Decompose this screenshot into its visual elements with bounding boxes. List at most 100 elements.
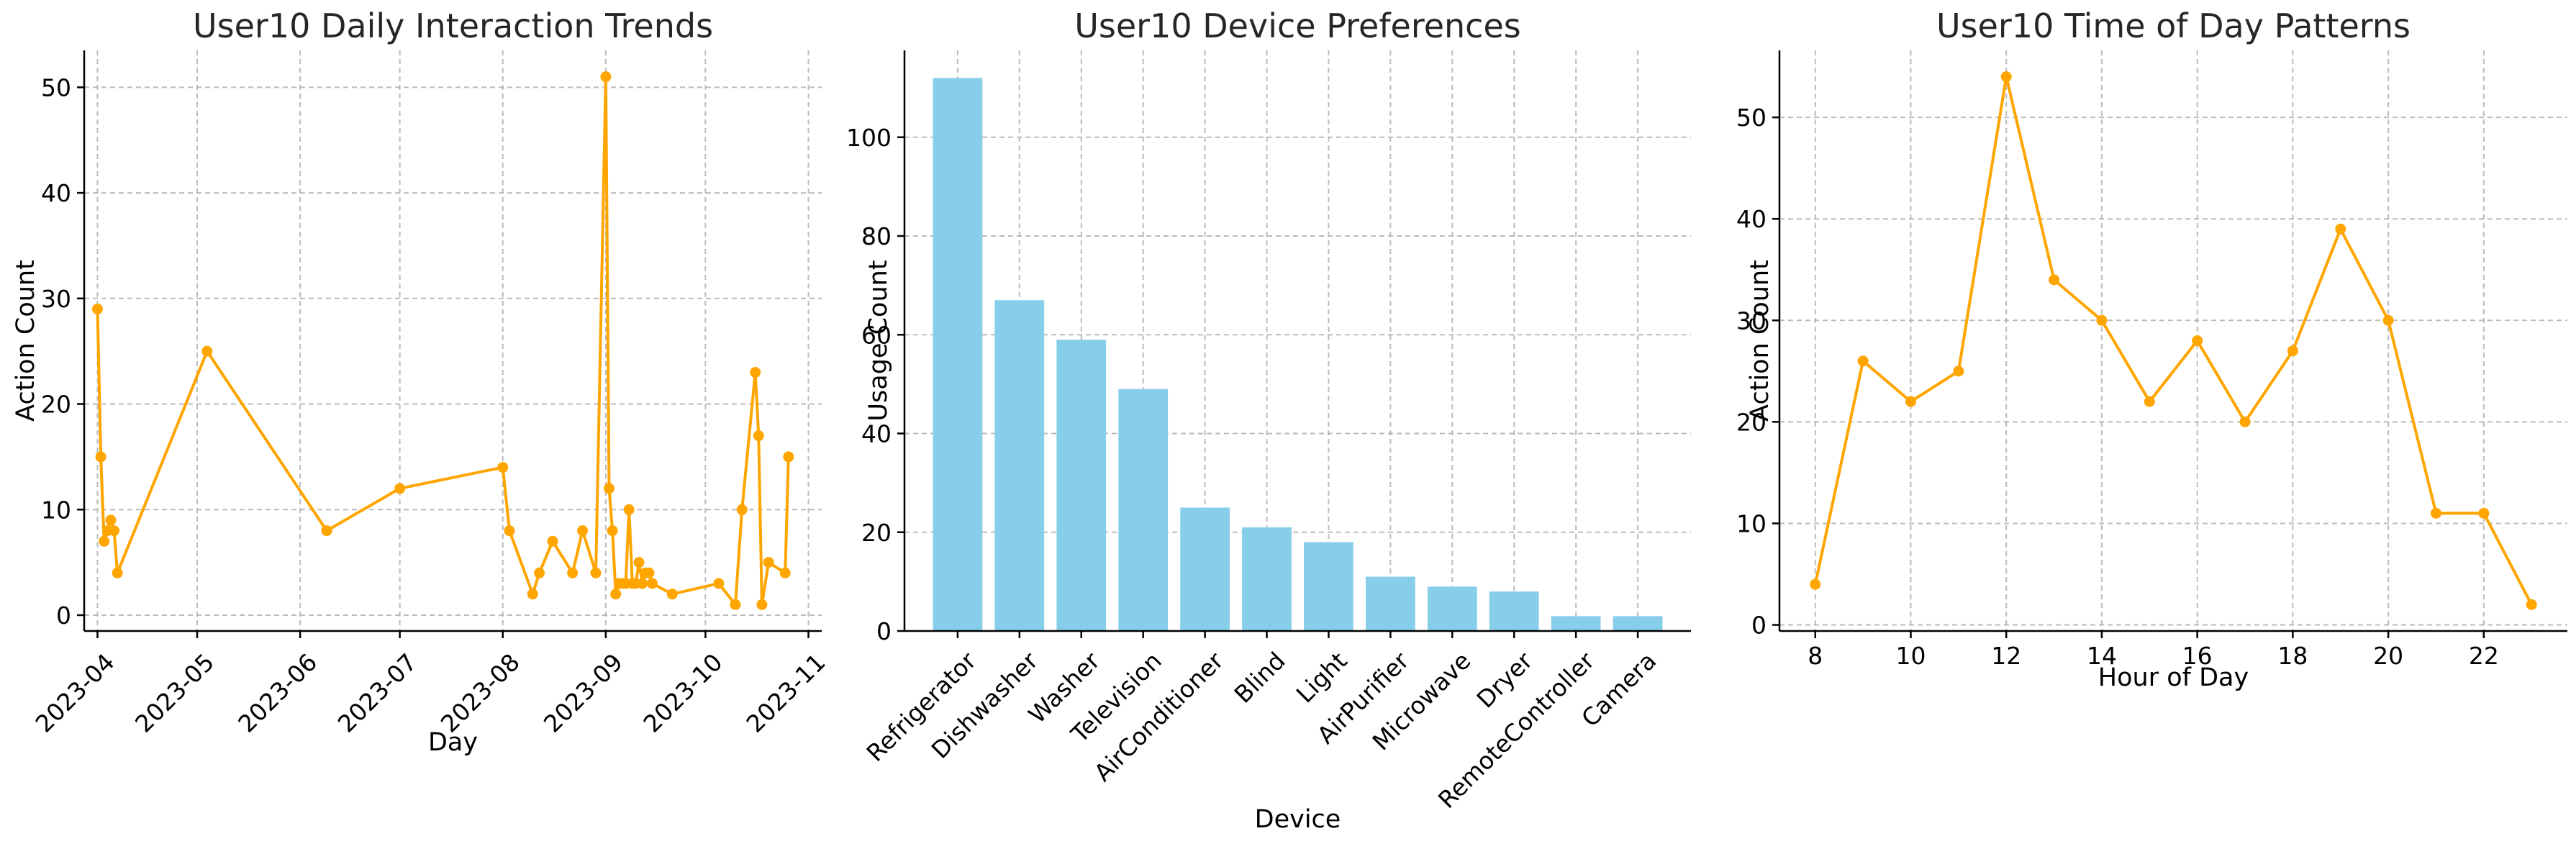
data-point xyxy=(112,567,123,578)
y-tick-label: 50 xyxy=(41,73,71,101)
data-point xyxy=(2431,507,2441,519)
data-point xyxy=(2287,345,2298,357)
chart-title: User10 Daily Interaction Trends xyxy=(193,6,713,45)
data-point xyxy=(1857,355,1869,367)
data-point xyxy=(2144,396,2155,407)
x-tick-label: Blind xyxy=(1229,647,1291,709)
x-tick-label: 2023-04 xyxy=(30,648,120,738)
data-point xyxy=(91,303,103,314)
data-point xyxy=(607,525,618,537)
bar-airconditioner xyxy=(1180,507,1230,631)
x-tick-label: 2023-05 xyxy=(130,648,219,738)
x-tick-label: 14 xyxy=(2087,642,2117,670)
x-tick-label: 2023-06 xyxy=(232,648,322,738)
data-point xyxy=(783,451,794,463)
y-axis-label: Action Count xyxy=(12,260,40,422)
y-tick-label: 10 xyxy=(41,496,71,524)
data-point xyxy=(590,567,602,578)
x-axis-label: Device xyxy=(1255,805,1341,834)
data-point xyxy=(2382,314,2394,326)
data-point xyxy=(643,567,655,578)
data-point xyxy=(623,504,635,515)
data-point xyxy=(201,345,213,357)
y-tick-label: 0 xyxy=(876,617,892,645)
data-point xyxy=(577,525,589,537)
series-line xyxy=(1813,75,2533,606)
data-point xyxy=(2000,71,2012,83)
y-axis-label: Action Count xyxy=(1746,260,1774,422)
data-point xyxy=(2478,507,2490,519)
y-tick-label: 50 xyxy=(1736,104,1767,132)
bar-dishwasher xyxy=(994,300,1045,631)
data-point xyxy=(736,504,748,515)
x-tick-label: 12 xyxy=(1991,642,2021,670)
y-tick-label: 40 xyxy=(41,179,71,207)
bar-dryer xyxy=(1489,591,1539,631)
y-tick-label: 20 xyxy=(861,519,892,547)
y-tick-label: 10 xyxy=(1736,509,1767,537)
x-tick-label: 2023-10 xyxy=(638,648,728,738)
data-point xyxy=(666,589,678,600)
chart-daily-interaction-trends: User10 Daily Interaction Trends 0 10 20 30 40… xyxy=(12,6,831,757)
chart-title: User10 Device Preferences xyxy=(1074,6,1520,45)
x-tick-label: 18 xyxy=(2277,642,2308,670)
x-tick-label: 16 xyxy=(2182,642,2213,670)
data-point xyxy=(1905,396,1916,407)
x-axis-label: Day xyxy=(428,728,478,757)
data-point xyxy=(394,483,406,494)
data-point xyxy=(647,578,658,589)
data-point xyxy=(109,525,120,537)
bar-washer xyxy=(1056,340,1107,631)
data-point xyxy=(2239,416,2251,427)
data-point xyxy=(547,535,558,547)
data-point xyxy=(610,589,622,600)
y-tick-label: 30 xyxy=(1736,307,1767,335)
x-tick-label: 8 xyxy=(1808,642,1823,670)
data-point xyxy=(633,557,645,568)
data-point xyxy=(321,525,332,537)
chart-device-preferences: User10 Device Preferences020406080100Ref… xyxy=(846,6,1691,834)
bar-microwave xyxy=(1427,586,1477,631)
y-tick-label: 100 xyxy=(846,124,892,152)
y-tick-label: 80 xyxy=(861,222,892,250)
chart-title: User10 Time of Day Patterns xyxy=(1936,6,2411,45)
bar-remotecontroller xyxy=(1551,616,1601,631)
chart-time-of-day-patterns: User10 Time of Day Patterns 0 10 20 30 40 50 8 1… xyxy=(1736,6,2567,692)
y-axis-label: Usage Count xyxy=(864,260,893,421)
bar-camera xyxy=(1613,616,1663,631)
series-line xyxy=(96,75,790,607)
data-point xyxy=(779,567,791,578)
x-axis-label: Hour of Day xyxy=(2098,663,2249,692)
data-point xyxy=(750,367,761,378)
data-point xyxy=(753,430,764,442)
data-point xyxy=(1953,366,1964,377)
data-point xyxy=(105,514,117,526)
x-tick-label: 2023-07 xyxy=(332,648,422,738)
bar-blind xyxy=(1242,527,1292,631)
data-point xyxy=(95,451,106,463)
data-point xyxy=(527,589,538,600)
data-point xyxy=(604,483,615,494)
data-point xyxy=(2049,274,2060,286)
bar-refrigerator xyxy=(933,78,983,631)
x-tick-label: 10 xyxy=(1896,642,1926,670)
bar-airpurifier xyxy=(1366,576,1415,631)
x-tick-label: 2023-09 xyxy=(538,648,628,738)
data-point xyxy=(567,567,579,578)
y-tick-label: 0 xyxy=(56,601,71,630)
data-point xyxy=(713,578,725,589)
data-point xyxy=(763,557,774,568)
y-tick-label: 0 xyxy=(1751,612,1767,640)
x-tick-label: 2023-11 xyxy=(741,648,831,738)
y-tick-label: 60 xyxy=(861,321,892,349)
data-point xyxy=(99,535,110,547)
gridlines xyxy=(84,50,822,631)
y-tick-label: 40 xyxy=(1736,205,1767,233)
data-point xyxy=(2335,223,2346,235)
data-point xyxy=(2192,335,2203,346)
x-tick-label: 2023-08 xyxy=(435,648,525,738)
data-point xyxy=(730,599,741,610)
data-point xyxy=(497,462,509,473)
y-tick-label: 20 xyxy=(41,391,71,419)
data-point xyxy=(2526,599,2537,610)
